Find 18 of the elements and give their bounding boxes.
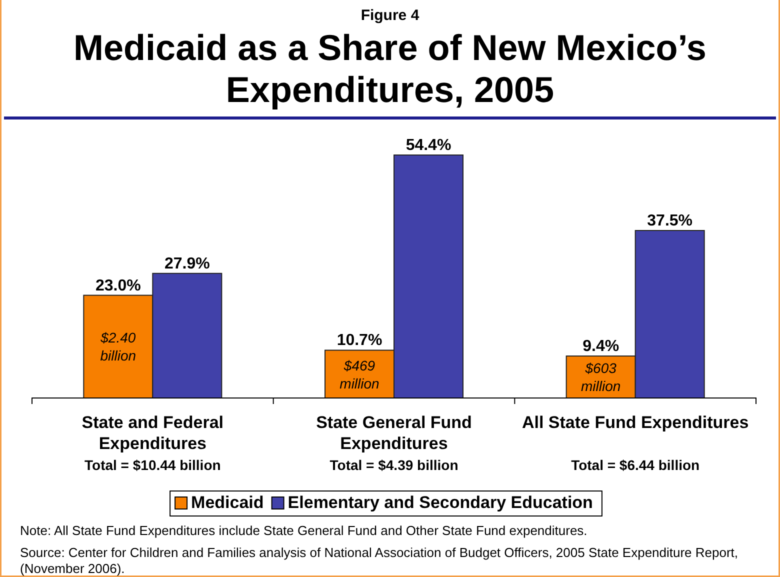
annotation: $2.40 billion xyxy=(100,330,136,364)
x-tick-label: State and Federal Expenditures Total = $10.44 billion xyxy=(82,413,224,473)
source-note: Source: Center for Children and Families analysis of National Association of Budget Officers, 2005 State Expenditure Report, (November 2006). xyxy=(20,545,738,576)
chart-subtitle: Figure 4 xyxy=(360,7,420,24)
legend-label: Elementary and Secondary Education xyxy=(288,493,593,512)
annotation: $469 million xyxy=(340,357,380,392)
text: Note: All State Fund Expenditures include State General Fund and Other State Fund expenditures. xyxy=(20,523,588,538)
data-label: 27.9% xyxy=(164,255,210,272)
data-label: 9.4% xyxy=(582,338,620,356)
annotation: $603 million xyxy=(580,360,621,394)
data-label: 37.5% xyxy=(647,212,693,230)
chart-title: Medicaid as a Share of New Mexico’s Expenditures, 2005 xyxy=(74,27,706,110)
category-label: All State Fund Expenditures Total = $6.44 billion xyxy=(522,413,749,473)
data-label: 54.4% xyxy=(406,137,452,154)
x-tick-label: State General Fund Expenditures Total = $4.39 billion xyxy=(316,413,472,473)
legend-label: Medicaid xyxy=(191,493,264,512)
data-label: 23.0% xyxy=(95,277,141,294)
data-label: 10.7% xyxy=(336,332,382,350)
